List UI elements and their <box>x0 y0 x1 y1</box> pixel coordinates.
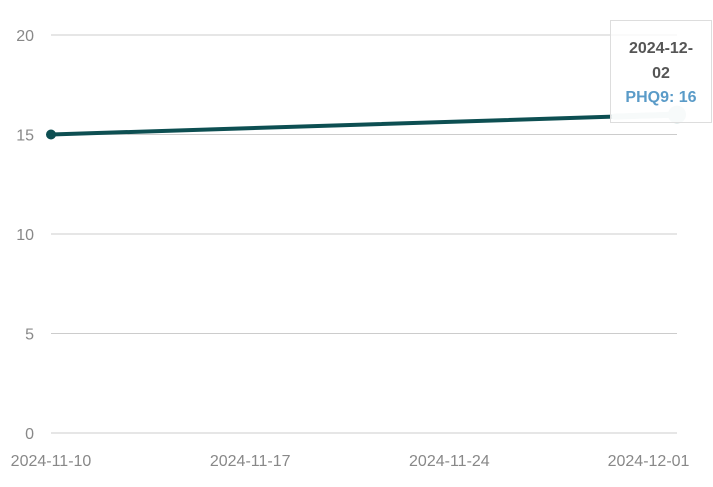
x-axis-ticks: 2024-11-10 2024-11-17 2024-11-24 2024-12-01 <box>11 453 690 470</box>
x-tick-label: 2024-11-10 <box>11 453 92 470</box>
tooltip-value: PHQ9: 16 <box>625 89 697 106</box>
tooltip-date: 2024-12-02 <box>628 40 694 82</box>
y-axis-ticks: 0 5 10 15 20 <box>16 28 34 443</box>
y-tick-label: 10 <box>16 227 34 244</box>
x-tick-label: 2024-11-24 <box>409 453 490 470</box>
y-tick-label: 5 <box>25 327 34 344</box>
x-tick-label: 2024-12-01 <box>608 453 690 470</box>
data-point[interactable] <box>46 129 56 140</box>
gridlines <box>51 34 677 434</box>
y-tick-label: 15 <box>16 128 34 145</box>
y-tick-label: 0 <box>25 426 34 443</box>
x-tick-label: 2024-11-17 <box>210 453 291 470</box>
y-tick-label: 20 <box>16 28 34 45</box>
series-line-phq9 <box>49 112 679 137</box>
chart-tooltip: 2024-12-02 PHQ9: 16 <box>610 20 712 123</box>
